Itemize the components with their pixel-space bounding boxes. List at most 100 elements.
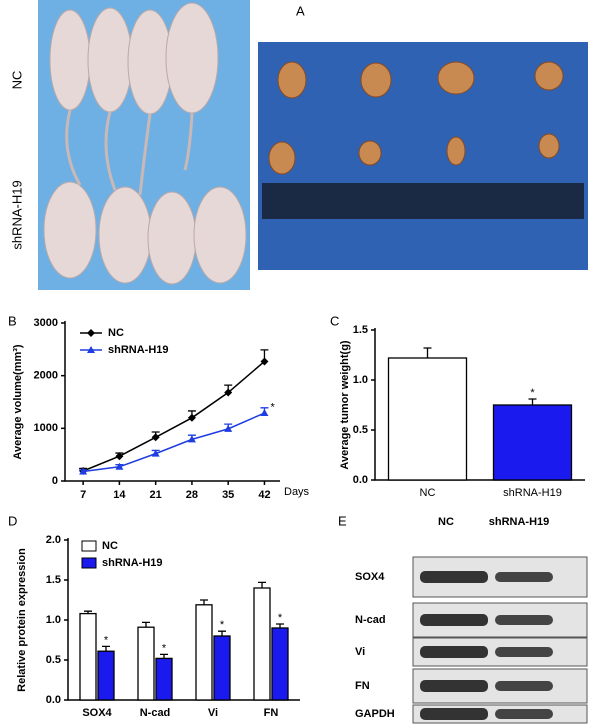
marker xyxy=(224,388,233,397)
y-tick-label: 0 xyxy=(52,475,58,487)
legend-label: shRNA-H19 xyxy=(108,344,169,356)
marker xyxy=(187,435,196,443)
marker xyxy=(260,409,269,417)
legend-swatch xyxy=(81,557,97,569)
bar xyxy=(195,604,213,701)
panel-letter: C xyxy=(330,313,339,328)
significance: * xyxy=(530,387,535,399)
y-tick-label: 0.5 xyxy=(353,424,368,436)
x-tick-label: 35 xyxy=(222,489,234,501)
row-label: GAPDH xyxy=(355,708,395,720)
bar xyxy=(271,627,289,701)
bar xyxy=(213,635,231,701)
error-bar xyxy=(258,581,266,588)
row-label: N-cad xyxy=(355,614,386,626)
band xyxy=(420,571,488,583)
y-tick-label: 1.0 xyxy=(353,374,368,386)
panel-letter: A xyxy=(296,3,305,18)
row-label: SOX4 xyxy=(355,571,385,583)
ruler xyxy=(262,183,584,219)
bar xyxy=(387,357,468,481)
bar xyxy=(155,657,173,701)
significance: * xyxy=(270,402,275,414)
axis xyxy=(64,321,280,482)
y-axis-label: Average volume(mm³) xyxy=(12,344,24,459)
bar xyxy=(492,404,573,481)
band xyxy=(495,681,553,691)
error-bar xyxy=(102,645,110,652)
column-label: NC xyxy=(438,516,454,528)
band xyxy=(495,709,553,719)
y-tick-label: 2.0 xyxy=(46,534,61,546)
legend-label: NC xyxy=(102,540,118,552)
x-tick-label: shRNA-H19 xyxy=(503,487,562,499)
panel-letter: B xyxy=(8,313,17,328)
x-tick-label: 7 xyxy=(80,489,86,501)
x-tick-label: SOX4 xyxy=(82,707,112,719)
error-bar xyxy=(528,398,537,405)
significance: * xyxy=(104,634,109,646)
marker xyxy=(87,329,95,337)
significance: * xyxy=(278,612,283,624)
error-bar xyxy=(160,653,168,659)
error-bar xyxy=(200,599,208,605)
band xyxy=(420,614,488,626)
band xyxy=(495,647,553,657)
error-bar xyxy=(84,610,92,614)
group-label: shRNA-H19 xyxy=(9,180,24,249)
x-tick-label: 28 xyxy=(186,489,198,501)
error-bar xyxy=(276,623,284,628)
marker xyxy=(87,346,95,353)
series-line xyxy=(83,412,265,473)
x-tick-label: FN xyxy=(264,707,279,719)
legend-label: shRNA-H19 xyxy=(102,557,163,569)
marker xyxy=(151,433,160,442)
panel-letter: E xyxy=(338,513,347,528)
y-tick-label: 0.0 xyxy=(353,474,368,486)
marker xyxy=(115,452,124,461)
bar xyxy=(253,587,271,701)
y-axis-label: Average tumor weight(g) xyxy=(339,340,351,469)
marker xyxy=(260,357,269,366)
marker xyxy=(79,467,88,475)
y-tick-label: 1000 xyxy=(34,422,58,434)
y-tick-label: 1.5 xyxy=(46,574,61,586)
bar xyxy=(79,612,97,701)
x-axis-label: Days xyxy=(284,486,310,498)
y-tick-label: 3000 xyxy=(34,317,58,329)
y-tick-label: 0.5 xyxy=(46,654,61,666)
mice xyxy=(43,2,247,285)
band xyxy=(495,615,553,625)
y-tick-label: 1.5 xyxy=(353,324,368,336)
significance: * xyxy=(162,642,167,654)
x-tick-label: 21 xyxy=(150,489,162,501)
series-line xyxy=(82,360,265,472)
error-bar xyxy=(423,347,432,358)
x-tick-label: 42 xyxy=(258,489,270,501)
y-axis-label: Relative protein expression xyxy=(16,548,28,692)
bar xyxy=(97,650,115,701)
x-tick-label: 14 xyxy=(113,489,126,501)
significance: * xyxy=(220,619,225,631)
y-tick-label: 0.0 xyxy=(46,694,61,706)
y-tick-label: 1.0 xyxy=(46,614,61,626)
panel-letter: D xyxy=(8,513,17,528)
marker xyxy=(187,413,196,422)
bar xyxy=(137,626,155,701)
error-bar xyxy=(218,630,226,636)
marker xyxy=(151,449,160,457)
tails xyxy=(65,109,194,196)
legend-swatch xyxy=(81,540,97,552)
band xyxy=(420,708,488,720)
tumor-photo xyxy=(258,42,588,270)
group-label: NC xyxy=(9,71,24,90)
row-label: FN xyxy=(355,680,370,692)
x-tick-label: N-cad xyxy=(140,707,171,719)
band xyxy=(420,646,488,658)
tumors xyxy=(268,61,564,175)
error-bar xyxy=(142,621,150,628)
x-tick-label: Vi xyxy=(208,707,218,719)
row-label: Vi xyxy=(355,646,365,658)
column-label: shRNA-H19 xyxy=(489,516,550,528)
